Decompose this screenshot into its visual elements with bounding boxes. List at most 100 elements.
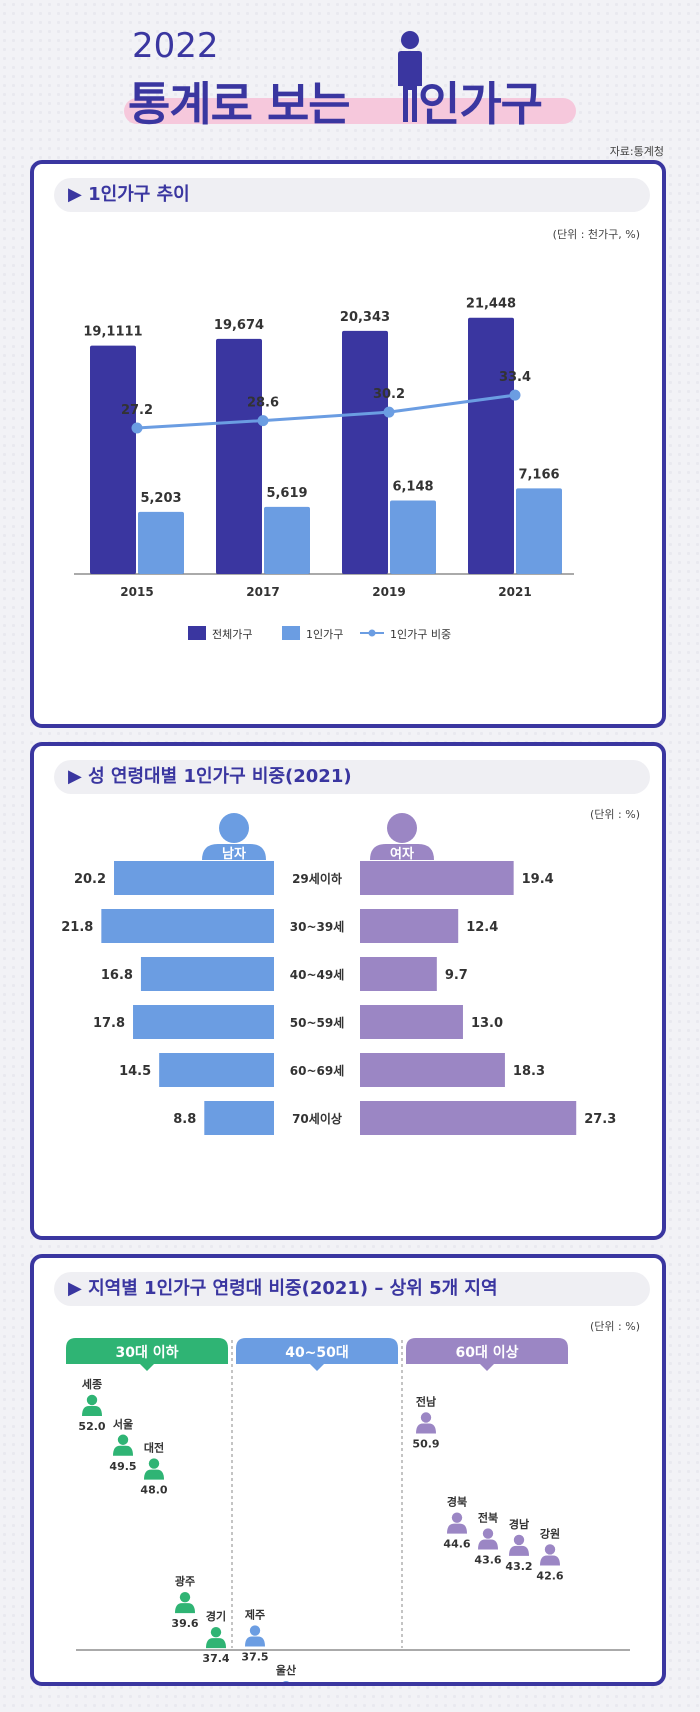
person-body-2-2 bbox=[478, 1539, 498, 1550]
label-male-3: 17.8 bbox=[93, 1016, 125, 1031]
bar-total-2017 bbox=[216, 338, 262, 574]
label-single-2019: 6,148 bbox=[392, 480, 433, 495]
person-head-2-4 bbox=[544, 1544, 556, 1555]
bar-female-3 bbox=[360, 1005, 463, 1039]
male-label: 남자 bbox=[222, 846, 246, 862]
bar-male-4 bbox=[159, 1053, 274, 1087]
person-head-2-3 bbox=[513, 1534, 525, 1546]
bar-female-1 bbox=[360, 909, 459, 943]
bar-male-5 bbox=[204, 1101, 274, 1135]
region-2-2: 전북 bbox=[478, 1511, 498, 1525]
region-0-2: 대전 bbox=[144, 1441, 164, 1455]
group-label-0: 30대 이하 bbox=[116, 1344, 179, 1361]
group-tab-2 bbox=[406, 1338, 568, 1364]
region-0-4: 경기 bbox=[206, 1609, 226, 1623]
person-head-0-2 bbox=[148, 1458, 160, 1469]
legend-swatch-single bbox=[282, 626, 300, 640]
group-tab-pointer-1 bbox=[310, 1364, 324, 1371]
person-head-0-3 bbox=[179, 1591, 191, 1603]
label-total-2017: 19,674 bbox=[214, 318, 264, 333]
group-label-2: 60대 이상 bbox=[456, 1344, 519, 1361]
male-avatar-head bbox=[219, 813, 249, 843]
section2-heading: ▶ 성 연령대별 1인가구 비중(2021) bbox=[54, 760, 650, 794]
person-head-1-1 bbox=[282, 1681, 290, 1682]
group-label-1: 40~50대 bbox=[285, 1345, 349, 1361]
value-0-2: 48.0 bbox=[140, 1484, 167, 1497]
label-total-2019: 20,343 bbox=[340, 310, 390, 325]
bar-female-4 bbox=[360, 1053, 505, 1087]
label-male-1: 21.8 bbox=[61, 920, 93, 935]
label-female-3: 13.0 bbox=[471, 1016, 503, 1031]
gender-age-chart: 남자 여자 20.2 19.4 29세이하 21.8 12.4 30~39세 16.8 9.7 40… bbox=[61, 813, 616, 1135]
category-3: 50~59세 bbox=[290, 1015, 345, 1030]
label-male-4: 14.5 bbox=[119, 1064, 151, 1079]
person-head-1-0 bbox=[249, 1625, 261, 1636]
person-body-2-1 bbox=[447, 1523, 467, 1534]
label-female-4: 18.3 bbox=[513, 1064, 545, 1079]
female-avatar-body bbox=[370, 844, 434, 860]
value-0-1: 49.5 bbox=[109, 1460, 136, 1473]
x-tick-2019: 2019 bbox=[372, 585, 405, 599]
header-year: 2022 bbox=[132, 26, 219, 66]
person-body-0-4 bbox=[206, 1638, 226, 1649]
value-2-2: 43.6 bbox=[474, 1554, 501, 1567]
region-1-1: 울산 bbox=[276, 1663, 296, 1677]
line-ratio bbox=[136, 393, 516, 430]
panel-region-age: ▶ 지역별 1인가구 연령대 비중(2021) – 상위 5개 지역 (단위 :… bbox=[30, 1254, 666, 1686]
label-male-2: 16.8 bbox=[101, 968, 133, 983]
region-0-1: 서울 bbox=[113, 1417, 133, 1431]
label-female-2: 9.7 bbox=[445, 968, 468, 983]
label-total-2015: 19,1111 bbox=[83, 325, 142, 340]
value-0-3: 39.6 bbox=[171, 1617, 198, 1630]
person-body-1-0 bbox=[245, 1636, 265, 1647]
bar-total-2015 bbox=[90, 345, 136, 574]
panel-household-trend: ▶ 1인가구 추이 (단위 : 천가구, %) 19,1111 5,203 2015… bbox=[30, 160, 666, 728]
title-part2: 인가구 bbox=[418, 77, 543, 131]
label-ratio-2017: 28.6 bbox=[247, 396, 279, 411]
bar-single-2017 bbox=[264, 506, 310, 574]
legend-swatch-ratio-dot bbox=[368, 629, 376, 637]
category-5: 70세이상 bbox=[292, 1111, 342, 1126]
label-single-2015: 5,203 bbox=[140, 491, 181, 506]
bar-total-2019 bbox=[342, 330, 388, 574]
label-male-0: 20.2 bbox=[74, 872, 106, 887]
bar-single-2015 bbox=[138, 511, 184, 574]
point-ratio-2017 bbox=[257, 415, 269, 427]
bar-female-0 bbox=[360, 861, 514, 895]
label-female-1: 12.4 bbox=[466, 920, 498, 935]
person-body-0-0 bbox=[82, 1406, 102, 1416]
person-body-2-3 bbox=[509, 1545, 529, 1556]
bar-female-5 bbox=[360, 1101, 577, 1135]
legend-swatch-total bbox=[188, 626, 206, 640]
value-2-3: 43.2 bbox=[505, 1560, 532, 1573]
label-ratio-2015: 27.2 bbox=[121, 403, 153, 418]
label-single-2017: 5,619 bbox=[266, 486, 307, 501]
bar-male-0 bbox=[114, 861, 275, 895]
region-0-0: 세종 bbox=[82, 1377, 102, 1391]
female-avatar-head bbox=[387, 813, 417, 843]
legend-label-ratio: 1인가구 비중 bbox=[390, 628, 451, 641]
region-2-0: 전남 bbox=[416, 1394, 436, 1408]
bar-male-1 bbox=[101, 909, 275, 943]
category-0: 29세이하 bbox=[292, 871, 342, 886]
person-icon bbox=[398, 31, 422, 122]
label-female-0: 19.4 bbox=[522, 872, 554, 887]
person-head-0-0 bbox=[86, 1394, 98, 1406]
section2-unit: (단위 : %) bbox=[590, 808, 640, 821]
category-2: 40~49세 bbox=[290, 967, 345, 982]
legend-label-total: 전체가구 bbox=[212, 628, 252, 641]
section1-unit: (단위 : 천가구, %) bbox=[552, 228, 640, 241]
region-1-0: 제주 bbox=[245, 1608, 265, 1622]
bar-single-2019 bbox=[390, 500, 436, 574]
section3-heading: ▶ 지역별 1인가구 연령대 비중(2021) – 상위 5개 지역 bbox=[54, 1272, 650, 1306]
section3-unit: (단위 : %) bbox=[590, 1320, 640, 1333]
category-4: 60~69세 bbox=[290, 1063, 345, 1078]
x-tick-2017: 2017 bbox=[246, 585, 279, 599]
person-body-2-0 bbox=[416, 1423, 436, 1434]
person-head-0-4 bbox=[210, 1626, 222, 1638]
panel-gender-age: ▶ 성 연령대별 1인가구 비중(2021) (단위 : %) 남자 여자 20.2… bbox=[30, 742, 666, 1240]
person-body-2-4 bbox=[540, 1555, 560, 1566]
bar-single-2021 bbox=[516, 488, 562, 574]
legend-label-single: 1인가구 bbox=[306, 628, 343, 641]
